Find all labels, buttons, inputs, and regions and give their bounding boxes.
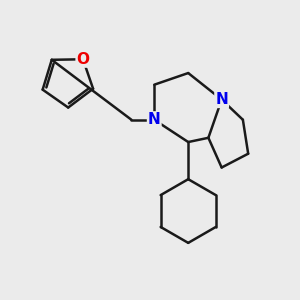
Text: O: O xyxy=(76,52,89,67)
Text: N: N xyxy=(148,112,161,127)
Text: N: N xyxy=(215,92,228,107)
